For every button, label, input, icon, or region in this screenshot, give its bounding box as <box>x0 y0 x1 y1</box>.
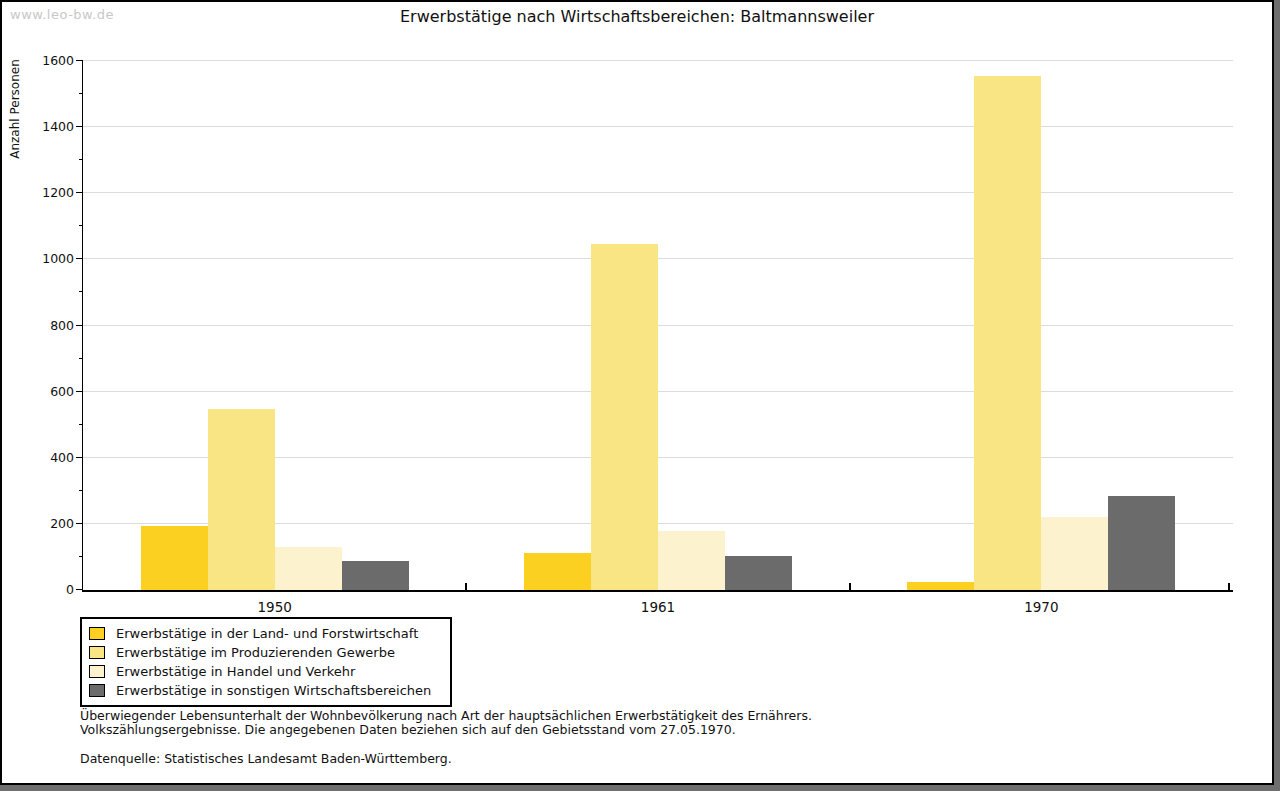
y-axis-tick-label: 200 <box>50 516 74 531</box>
legend-color-swatch <box>89 627 105 640</box>
y-axis-title: Anzahl Personen <box>8 54 22 164</box>
x-axis-category-label: 1961 <box>466 599 849 615</box>
chart-panel: www.leo-bw.de Erwerbstätige nach Wirtsch… <box>0 0 1274 785</box>
y-axis-tick-label: 1000 <box>42 251 74 266</box>
bar <box>342 561 409 590</box>
legend-color-swatch <box>89 646 105 659</box>
y-axis-tick <box>76 391 83 392</box>
bar <box>725 556 792 590</box>
y-axis-tick-label: 0 <box>66 582 74 597</box>
footnote-line-1: Überwiegender Lebensunterhalt der Wohnbe… <box>80 709 812 723</box>
footnote-line-2: Volkszählungsergebnisse. Die angegebenen… <box>80 723 812 737</box>
y-axis-tick-label: 800 <box>50 318 74 333</box>
legend-item: Erwerbstätige in der Land- und Forstwirt… <box>89 624 442 643</box>
legend-color-swatch <box>89 665 105 678</box>
legend-item-label: Erwerbstätige in Handel und Verkehr <box>116 664 355 679</box>
legend-item: Erwerbstätige in Handel und Verkehr <box>89 662 442 681</box>
x-axis-tick <box>849 583 851 590</box>
x-axis-category-label: 1950 <box>83 599 466 615</box>
legend-color-swatch <box>89 684 105 697</box>
legend-item-label: Erwerbstätige im Produzierenden Gewerbe <box>116 645 395 660</box>
y-axis-tick-label: 1200 <box>42 185 74 200</box>
chart-title: Erwerbstätige nach Wirtschaftsbereichen:… <box>2 7 1272 26</box>
bar <box>591 244 658 590</box>
bar <box>1041 517 1108 590</box>
y-axis-tick <box>76 258 83 259</box>
y-axis-tick <box>76 523 83 524</box>
bar <box>524 553 591 590</box>
x-axis-category-label: 1970 <box>850 599 1233 615</box>
chart-window: www.leo-bw.de Erwerbstätige nach Wirtsch… <box>0 0 1280 791</box>
legend-item: Erwerbstätige im Produzierenden Gewerbe <box>89 643 442 662</box>
y-axis-tick-label: 1400 <box>42 119 74 134</box>
bar-group-1970: 1970 <box>850 61 1233 590</box>
bar <box>1108 496 1175 590</box>
y-axis-tick <box>76 589 83 590</box>
x-axis-tick <box>1228 583 1230 590</box>
plot-area: 0200400600800100012001400160019501961197… <box>82 61 1233 592</box>
bar <box>974 76 1041 590</box>
bar <box>658 531 725 590</box>
y-axis-tick-label: 600 <box>50 384 74 399</box>
y-axis-tick <box>76 60 83 61</box>
bar <box>275 547 342 590</box>
legend-item: Erwerbstätige in sonstigen Wirtschaftsbe… <box>89 681 442 700</box>
footnote-block: Überwiegender Lebensunterhalt der Wohnbe… <box>80 709 812 766</box>
bar <box>208 409 275 590</box>
bar-group-1961: 1961 <box>466 61 849 590</box>
bar-group-1950: 1950 <box>83 61 466 590</box>
y-axis-tick-label: 400 <box>50 450 74 465</box>
legend-item-label: Erwerbstätige in der Land- und Forstwirt… <box>116 626 418 641</box>
x-axis-tick <box>465 583 467 590</box>
y-axis-tick <box>76 457 83 458</box>
data-source-line: Datenquelle: Statistisches Landesamt Bad… <box>80 752 812 766</box>
y-axis-tick <box>76 192 83 193</box>
y-axis-tick <box>76 325 83 326</box>
bar <box>907 582 974 590</box>
legend-item-label: Erwerbstätige in sonstigen Wirtschaftsbe… <box>116 683 431 698</box>
y-axis-tick-label: 1600 <box>42 53 74 68</box>
legend-box: Erwerbstätige in der Land- und Forstwirt… <box>80 617 452 707</box>
bar <box>141 526 208 590</box>
y-axis-tick <box>76 126 83 127</box>
